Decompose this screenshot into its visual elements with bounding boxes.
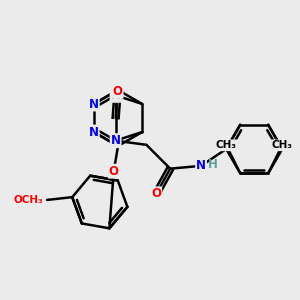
Text: O: O [151,188,161,200]
Text: N: N [111,89,121,102]
Text: N: N [111,134,121,147]
Text: N: N [89,98,99,110]
Text: N: N [196,159,206,172]
Text: H: H [208,158,218,171]
Text: N: N [89,125,99,139]
Text: CH₃: CH₃ [272,140,293,150]
Text: OCH₃: OCH₃ [13,195,43,205]
Text: O: O [112,85,123,98]
Text: CH₃: CH₃ [216,140,237,150]
Text: O: O [109,165,119,178]
